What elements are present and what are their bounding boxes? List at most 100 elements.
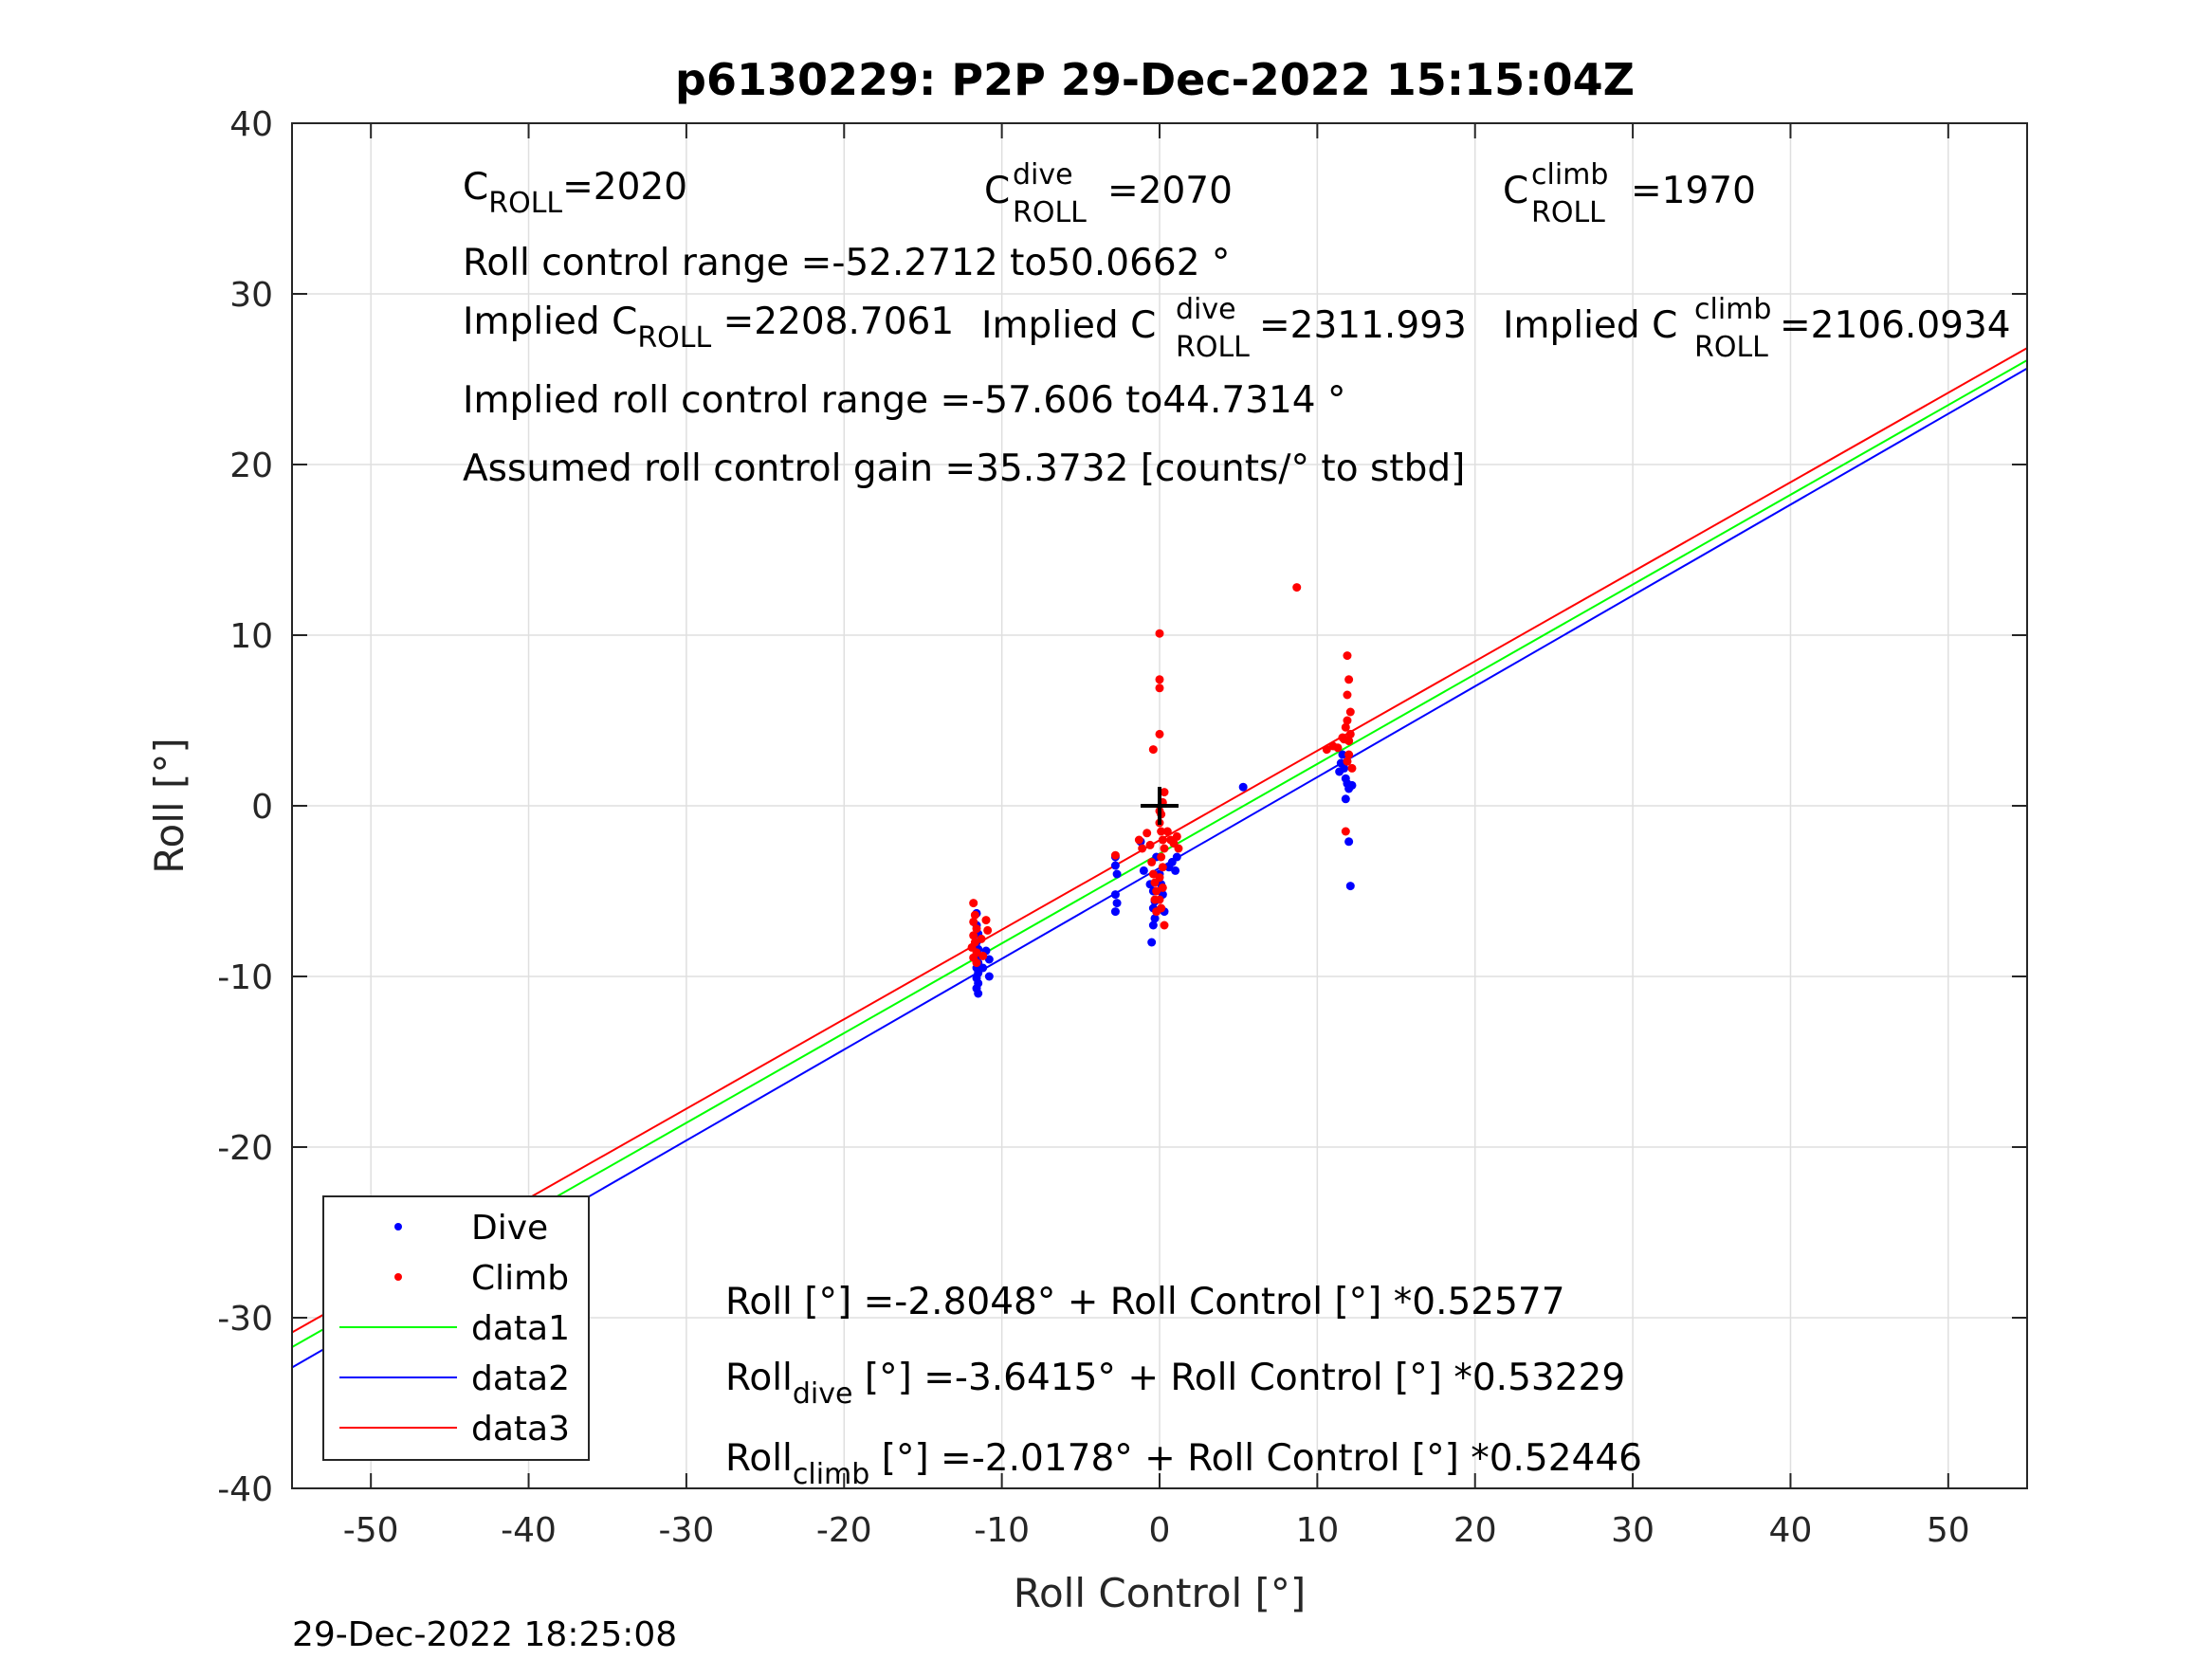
climb-point bbox=[983, 925, 993, 935]
climb-point bbox=[1343, 690, 1352, 700]
legend-entry-data2: data2 bbox=[339, 1359, 570, 1398]
climb-point bbox=[1157, 852, 1166, 862]
fit-climb-text: Rollclimb [°] =-2.0178° + Roll Control [… bbox=[725, 1437, 1642, 1491]
climb-point bbox=[1152, 886, 1161, 896]
roll-control-range-text: Roll control range =-52.2712 to50.0662 ° bbox=[463, 242, 1230, 284]
climb-series bbox=[967, 583, 1357, 968]
dive-point bbox=[1340, 763, 1349, 773]
x-tick-label: -20 bbox=[816, 1511, 872, 1550]
climb-point bbox=[1344, 675, 1354, 684]
svg-text:ROLL: ROLL bbox=[1176, 331, 1250, 364]
legend-dive-label: Dive bbox=[471, 1209, 548, 1248]
climb-point bbox=[1345, 707, 1355, 717]
x-tick-label: 40 bbox=[1769, 1511, 1813, 1550]
climb-point bbox=[1344, 750, 1354, 759]
c-roll-dive-annotation: C dive ROLL =2070 bbox=[984, 158, 1233, 229]
climb-point bbox=[1333, 743, 1343, 753]
climb-point bbox=[1160, 788, 1169, 797]
svg-text:=2311.993: =2311.993 bbox=[1259, 304, 1467, 347]
legend-climb-label: Climb bbox=[471, 1259, 569, 1298]
climb-point bbox=[1340, 735, 1349, 744]
climb-point bbox=[1155, 873, 1164, 883]
chart-title: p6130229: P2P 29-Dec-2022 15:15:04Z bbox=[675, 54, 1635, 105]
climb-point bbox=[1155, 895, 1164, 904]
legend-data2-label: data2 bbox=[471, 1359, 570, 1398]
center-marker bbox=[1141, 787, 1179, 825]
climb-point bbox=[1158, 835, 1167, 845]
implied-c-roll-dive-text: Implied C dive ROLL =2311.993 bbox=[981, 293, 1467, 364]
x-tick-label: 50 bbox=[1927, 1511, 1970, 1550]
dive-point bbox=[1110, 907, 1120, 917]
y-axis-label: Roll [°] bbox=[146, 738, 192, 873]
y-tick-label: -10 bbox=[217, 958, 273, 997]
climb-point bbox=[969, 931, 978, 940]
dive-point bbox=[984, 972, 994, 981]
climb-point bbox=[1341, 827, 1350, 836]
climb-point bbox=[1155, 684, 1164, 693]
dive-point bbox=[984, 955, 994, 964]
x-axis-ticks: -50 -40 -30 -20 -10 0 10 20 30 40 50 bbox=[343, 123, 1970, 1550]
climb-point bbox=[1345, 729, 1355, 738]
legend-entry-climb: Climb bbox=[394, 1259, 569, 1298]
fit-all-text: Roll [°] =-2.8048° + Roll Control [°] *0… bbox=[725, 1281, 1565, 1323]
climb-point bbox=[1143, 829, 1152, 838]
y-tick-label: 30 bbox=[229, 276, 273, 315]
climb-point bbox=[1343, 716, 1352, 725]
climb-point bbox=[977, 934, 986, 943]
climb-point bbox=[1134, 835, 1143, 845]
climb-point bbox=[1172, 831, 1181, 841]
climb-point bbox=[1160, 844, 1169, 853]
dive-point bbox=[1171, 866, 1180, 875]
svg-text:=2106.0934: =2106.0934 bbox=[1780, 304, 2011, 347]
climb-point bbox=[1155, 729, 1164, 738]
dive-point bbox=[1347, 780, 1357, 790]
dive-point bbox=[1139, 866, 1148, 875]
fit-dive-text: Rolldive [°] =-3.6415° + Roll Control [°… bbox=[725, 1357, 1625, 1411]
climb-point bbox=[1347, 763, 1357, 773]
climb-point bbox=[1174, 844, 1183, 853]
svg-text:ROLL: ROLL bbox=[1013, 196, 1087, 229]
dive-point bbox=[1112, 899, 1122, 908]
svg-text:Implied C: Implied C bbox=[981, 304, 1156, 347]
timestamp: 29-Dec-2022 18:25:08 bbox=[292, 1615, 677, 1654]
dive-point bbox=[974, 989, 983, 998]
x-axis-label: Roll Control [°] bbox=[1014, 1570, 1307, 1616]
legend-entry-dive: Dive bbox=[394, 1209, 548, 1248]
gain-text: Assumed roll control gain =35.3732 [coun… bbox=[463, 447, 1465, 490]
y-tick-label: 40 bbox=[229, 105, 273, 144]
dive-point bbox=[1150, 914, 1160, 923]
dive-point bbox=[1238, 782, 1248, 792]
dive-point bbox=[1172, 852, 1181, 862]
climb-point bbox=[972, 958, 981, 968]
x-tick-label: 0 bbox=[1149, 1511, 1171, 1550]
climb-point bbox=[1157, 827, 1166, 836]
climb-point bbox=[1341, 722, 1350, 732]
svg-text:climb: climb bbox=[1694, 293, 1771, 326]
y-tick-label: -40 bbox=[217, 1470, 273, 1509]
svg-text:ROLL: ROLL bbox=[1531, 196, 1605, 229]
climb-point bbox=[1147, 857, 1157, 866]
climb-point bbox=[1162, 827, 1172, 836]
climb-point bbox=[978, 951, 988, 960]
legend-climb-marker bbox=[394, 1273, 402, 1281]
dive-point bbox=[1345, 882, 1355, 891]
climb-point bbox=[1145, 840, 1155, 849]
climb-point bbox=[969, 899, 978, 908]
climb-point bbox=[1322, 745, 1331, 755]
svg-text:dive: dive bbox=[1013, 158, 1073, 191]
climb-point bbox=[1138, 844, 1147, 853]
dive-point bbox=[1147, 938, 1157, 947]
climb-point bbox=[972, 924, 981, 934]
climb-point bbox=[1160, 921, 1169, 930]
y-tick-label: -30 bbox=[217, 1300, 273, 1339]
svg-text:Implied C: Implied C bbox=[1503, 304, 1677, 347]
svg-text:climb: climb bbox=[1531, 158, 1608, 191]
dive-point bbox=[1110, 890, 1120, 900]
dive-point bbox=[1110, 861, 1120, 870]
climb-point bbox=[1148, 869, 1158, 879]
climb-point bbox=[1155, 675, 1164, 684]
svg-text:C: C bbox=[1503, 170, 1528, 212]
climb-point bbox=[1148, 745, 1158, 755]
climb-point bbox=[969, 917, 978, 926]
